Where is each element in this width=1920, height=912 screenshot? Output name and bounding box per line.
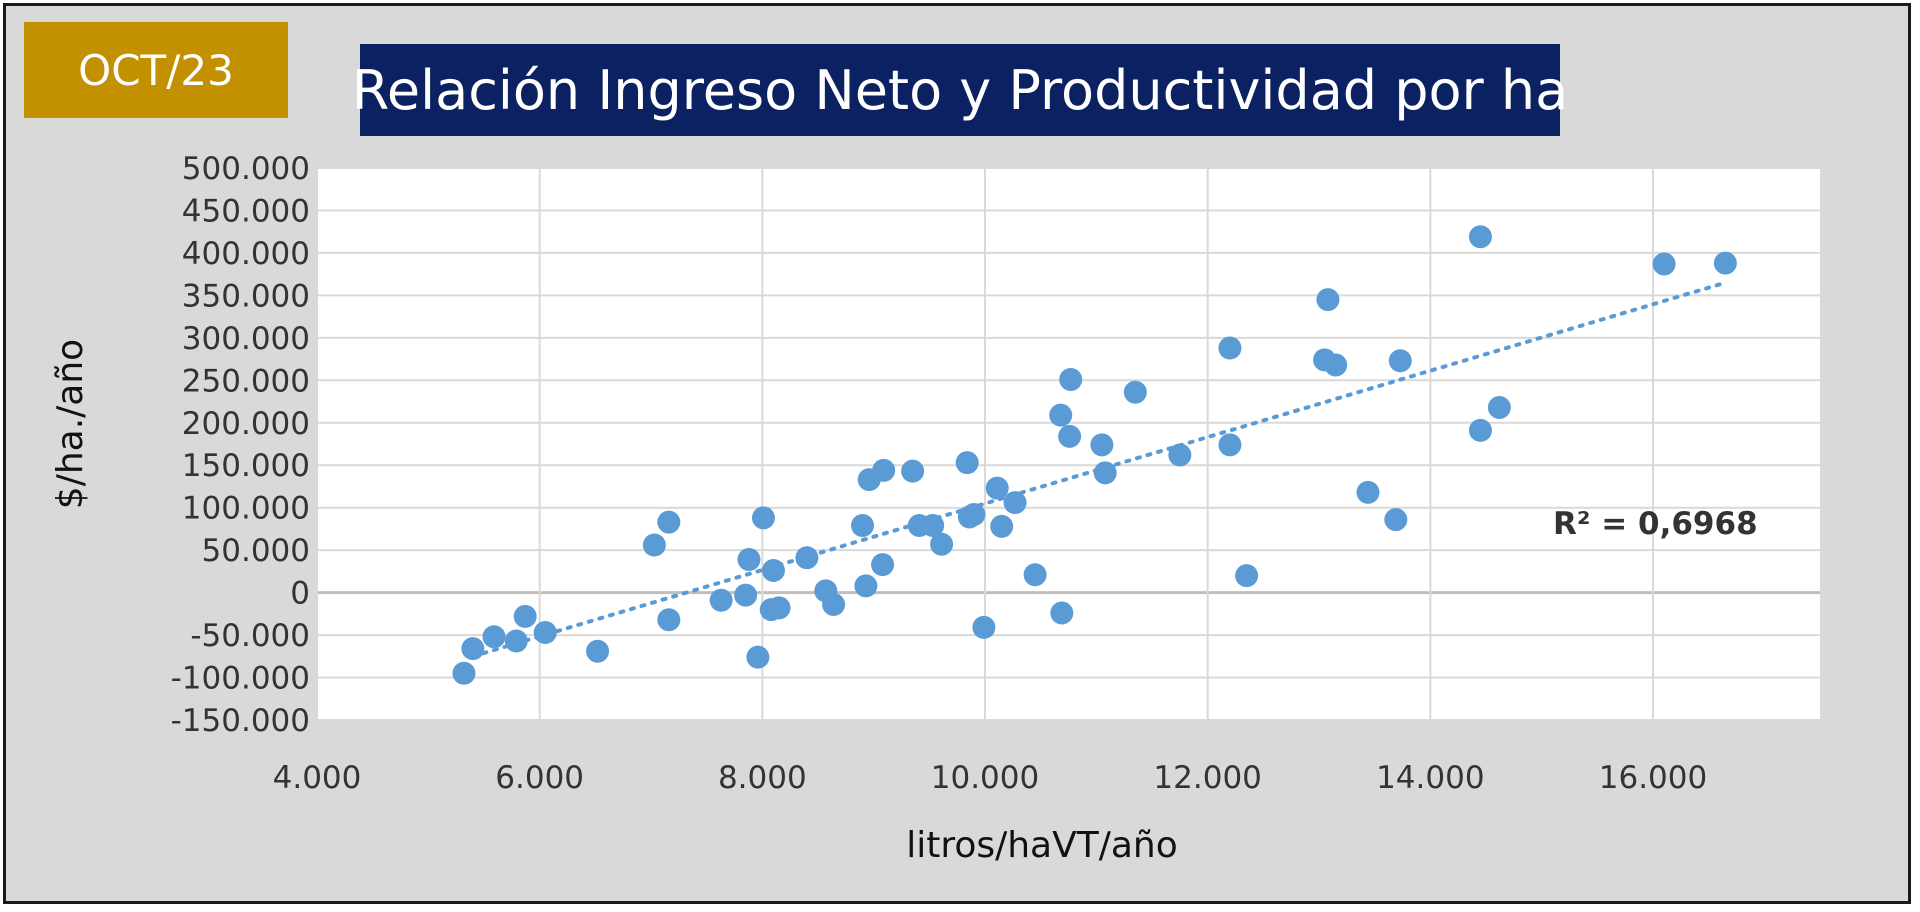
- data-point: [767, 596, 791, 620]
- data-point: [1468, 225, 1492, 249]
- date-badge: OCT/23: [24, 22, 288, 118]
- data-point: [1090, 433, 1114, 457]
- chart-title-text: Relación Ingreso Neto y Productividad po…: [351, 58, 1569, 122]
- data-point: [955, 451, 979, 475]
- data-point: [482, 625, 506, 649]
- data-point: [1050, 601, 1074, 625]
- y-tick-label: 250.000: [182, 363, 310, 399]
- data-point: [1316, 288, 1340, 312]
- y-tick-label: 450.000: [182, 193, 310, 229]
- data-point: [990, 514, 1014, 538]
- data-point: [930, 532, 954, 556]
- data-point: [822, 593, 846, 617]
- y-tick-label: 200.000: [182, 406, 310, 442]
- data-point: [1003, 491, 1027, 515]
- y-tick-label: 300.000: [182, 321, 310, 357]
- data-point: [962, 502, 986, 526]
- data-point: [751, 506, 775, 530]
- data-point: [657, 608, 681, 632]
- data-point: [533, 621, 557, 645]
- x-tick-label: 6.000: [495, 760, 584, 796]
- r2-label: R² = 0,6968: [1553, 506, 1758, 542]
- data-point: [737, 547, 761, 571]
- y-tick-label: 0: [290, 576, 310, 612]
- data-point: [1652, 252, 1676, 276]
- data-point: [1324, 353, 1348, 377]
- data-point: [871, 553, 895, 577]
- x-axis-label: litros/haVT/año: [906, 825, 1178, 866]
- data-point: [1093, 461, 1117, 485]
- data-point: [795, 546, 819, 570]
- data-point: [734, 583, 758, 607]
- data-point: [586, 639, 610, 663]
- data-point: [1468, 418, 1492, 442]
- data-point: [761, 559, 785, 583]
- data-point: [461, 637, 485, 661]
- y-tick-labels: -150.000 -100.000 -50.000 0 50.000 100.000 150…: [171, 151, 310, 739]
- data-point: [452, 661, 476, 685]
- y-tick-label: -150.000: [171, 703, 310, 739]
- data-point: [709, 588, 733, 612]
- data-point: [1059, 367, 1083, 391]
- x-tick-label: 14.000: [1376, 760, 1484, 796]
- data-point: [985, 476, 1009, 500]
- date-badge-label: OCT/23: [78, 45, 234, 95]
- x-tick-labels: 4.000 6.000 8.000 10.000 12.000 14.000 16.000: [273, 760, 1708, 796]
- y-tick-label: -100.000: [171, 661, 310, 697]
- data-point: [1218, 336, 1242, 360]
- data-point: [1356, 480, 1380, 504]
- data-point: [854, 574, 878, 598]
- data-point: [851, 514, 875, 538]
- data-point: [642, 533, 666, 557]
- data-point: [1235, 564, 1259, 588]
- data-point: [746, 645, 770, 669]
- data-point: [1218, 433, 1242, 457]
- x-tick-label: 16.000: [1599, 760, 1707, 796]
- x-tick-label: 8.000: [718, 760, 807, 796]
- data-point: [872, 458, 896, 482]
- data-point: [1384, 508, 1408, 532]
- grid-lines: [316, 167, 1820, 721]
- data-point: [1023, 563, 1047, 587]
- y-tick-label: 400.000: [182, 236, 310, 272]
- y-tick-label: 50.000: [202, 533, 310, 569]
- data-point: [657, 510, 681, 534]
- data-point: [1058, 424, 1082, 448]
- data-point: [504, 629, 528, 653]
- data-point: [1049, 403, 1073, 427]
- y-tick-label: 500.000: [182, 151, 310, 187]
- y-tick-label: 100.000: [182, 491, 310, 527]
- data-points: [452, 225, 1737, 685]
- data-point: [1168, 443, 1192, 467]
- data-point: [513, 604, 537, 628]
- data-point: [1713, 251, 1737, 275]
- data-point: [1388, 349, 1412, 373]
- x-tick-label: 10.000: [931, 760, 1039, 796]
- data-point: [972, 615, 996, 639]
- data-point: [1487, 395, 1511, 419]
- y-tick-label: 350.000: [182, 278, 310, 314]
- data-point: [1123, 380, 1147, 404]
- y-tick-label: -50.000: [190, 618, 310, 654]
- y-tick-label: 150.000: [182, 448, 310, 484]
- y-axis-label: $/ha./año: [50, 339, 91, 509]
- data-point: [921, 514, 945, 538]
- data-point: [901, 459, 925, 483]
- x-tick-label: 12.000: [1153, 760, 1261, 796]
- x-tick-label: 4.000: [273, 760, 362, 796]
- chart-title: Relación Ingreso Neto y Productividad po…: [352, 44, 1568, 136]
